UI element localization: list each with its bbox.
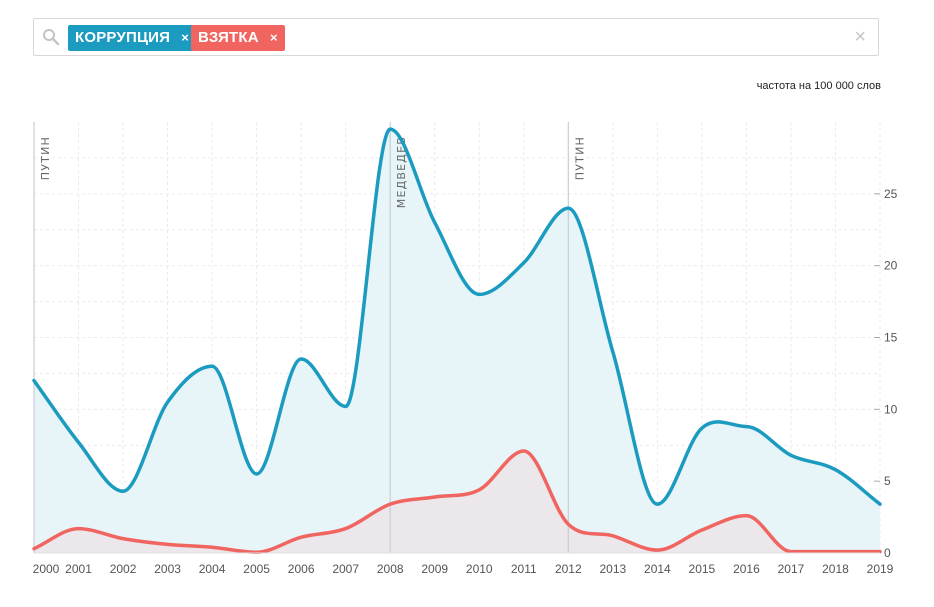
- chart-event-markers: ПУТИН МЕДВЕДЕВ ПУТИН: [33, 122, 586, 553]
- x-tick-label: 2001: [65, 562, 92, 576]
- chart-areas: [34, 129, 880, 553]
- x-tick-label: 2014: [644, 562, 671, 576]
- x-tick-label: 2003: [154, 562, 181, 576]
- series-line-0: [32, 127, 882, 506]
- event-marker-label: ПУТИН: [39, 136, 52, 180]
- x-tick-label: 2005: [243, 562, 270, 576]
- y-tick-label: 0: [884, 546, 891, 560]
- x-tick-label: 2010: [466, 562, 493, 576]
- x-tick-label: 2009: [421, 562, 448, 576]
- y-tick-label: 10: [884, 402, 898, 416]
- y-axis: 0 5 10 15 20 25: [874, 187, 898, 560]
- search-bar[interactable]: КОРРУПЦИЯ × ВЗЯТКА × ×: [33, 18, 879, 56]
- x-tick-label: 2007: [332, 562, 359, 576]
- x-tick-label: 2006: [288, 562, 315, 576]
- x-tick-label: 2011: [511, 562, 537, 576]
- tag-label: КОРРУПЦИЯ: [75, 29, 171, 46]
- series-area-0: [34, 129, 880, 553]
- y-tick-label: 25: [884, 187, 898, 201]
- x-tick-label: 2008: [377, 562, 404, 576]
- remove-tag-korruptsiya-button[interactable]: ×: [181, 30, 190, 45]
- x-tick-label: 2002: [110, 562, 137, 576]
- y-tick-label: 20: [884, 259, 898, 273]
- tag-vzyatka: ВЗЯТКА ×: [191, 25, 285, 51]
- series-area-1: [34, 450, 880, 553]
- x-tick-label: 2004: [199, 562, 226, 576]
- event-marker-label: МЕДВЕДЕВ: [395, 136, 408, 208]
- tag-label: ВЗЯТКА: [198, 29, 259, 46]
- y-tick-label: 15: [884, 331, 898, 345]
- x-tick-label: 2012: [555, 562, 582, 576]
- y-tick-label: 5: [884, 474, 891, 488]
- series-line-1: [32, 449, 882, 555]
- x-tick-label: 2016: [733, 562, 760, 576]
- unit-label: частота на 100 000 слов: [756, 80, 881, 92]
- x-tick-label: 2017: [778, 562, 805, 576]
- x-tick-label: 2019: [867, 562, 894, 576]
- tag-korruptsiya: КОРРУПЦИЯ ×: [68, 25, 197, 51]
- x-axis: 2000 2001 2002 2003 2004 2005 2006 2007 2008 2009…: [33, 552, 894, 576]
- chart-lines: [32, 127, 882, 555]
- x-tick-label: 2015: [689, 562, 716, 576]
- x-tick-label: 2013: [599, 562, 626, 576]
- remove-tag-vzyatka-button[interactable]: ×: [270, 30, 278, 45]
- search-icon: [43, 29, 60, 46]
- x-tick-label: 2018: [822, 562, 849, 576]
- event-marker-label: ПУТИН: [573, 136, 586, 180]
- x-tick-label: 2000: [33, 562, 60, 576]
- clear-search-button[interactable]: ×: [854, 26, 866, 48]
